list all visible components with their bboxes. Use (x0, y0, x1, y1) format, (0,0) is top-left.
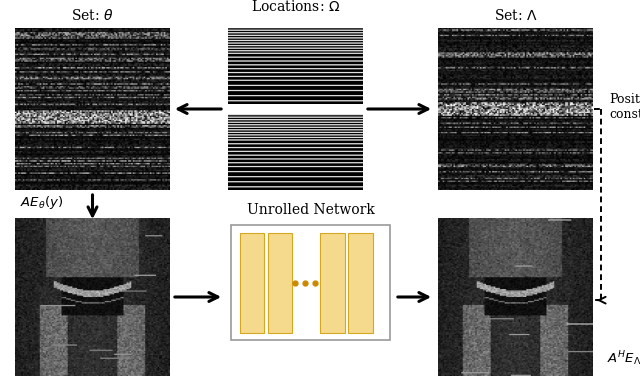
Bar (268, 232, 292, 332)
Bar (348, 232, 373, 332)
Text: $AE_{\theta}(y)$: $AE_{\theta}(y)$ (20, 194, 63, 211)
Bar (239, 232, 264, 332)
Text: Acquired K-space
Locations: $\Omega$: Acquired K-space Locations: $\Omega$ (234, 0, 357, 14)
Bar (321, 232, 345, 332)
Text: Set: $\Lambda$: Set: $\Lambda$ (493, 8, 538, 23)
Text: Positioning
constraints: Positioning constraints (609, 93, 640, 121)
Text: Unrolled Network: Unrolled Network (246, 203, 374, 217)
Text: $A^H E_{\Lambda}(\hat{x})$: $A^H E_{\Lambda}(\hat{x})$ (607, 349, 640, 367)
Text: Set: $\theta$: Set: $\theta$ (71, 8, 114, 23)
